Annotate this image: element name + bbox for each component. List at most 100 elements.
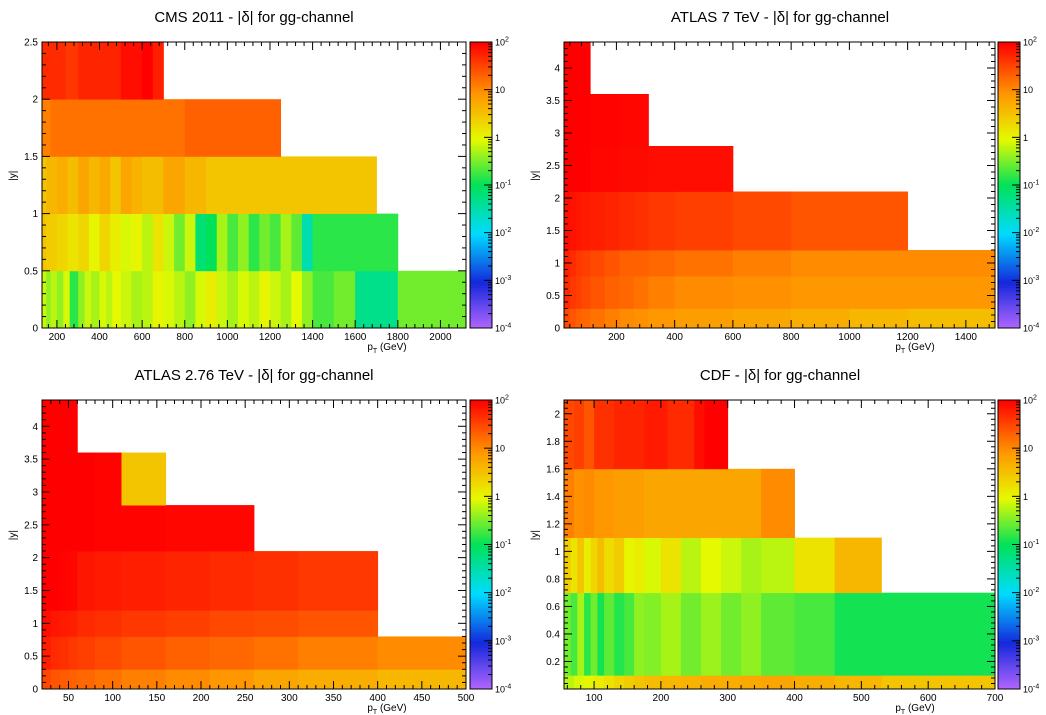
heatmap-cell xyxy=(597,537,605,594)
heatmap-cell xyxy=(564,468,575,539)
heatmap-cell xyxy=(291,213,303,272)
y-axis-label: |y| xyxy=(8,530,19,540)
heatmap-cell xyxy=(227,213,239,272)
y-tick-label: 2 xyxy=(32,553,38,564)
heatmap-cell xyxy=(120,42,143,100)
heatmap-cell xyxy=(50,636,61,670)
heatmap-cell xyxy=(163,156,186,214)
heatmap-cell xyxy=(259,270,271,329)
chart-title: ATLAS 2.76 TeV - |δ| for gg-channel xyxy=(134,367,373,384)
x-tick-label: 1400 xyxy=(955,332,978,343)
y-tick-label: 1.4 xyxy=(546,492,560,503)
heatmap-cell xyxy=(581,308,591,329)
heatmap-cell xyxy=(791,308,850,329)
heatmap-cell xyxy=(791,276,850,309)
heatmap-cell xyxy=(574,400,585,470)
y-tick-label: 2 xyxy=(554,194,560,205)
heatmap-cell xyxy=(680,675,702,690)
colorbar-tick-label: 1 xyxy=(495,492,500,502)
heatmap-cell xyxy=(312,270,335,329)
heatmap-cell xyxy=(575,250,582,277)
heatmap-cell xyxy=(298,636,379,670)
heatmap-cell xyxy=(761,468,795,539)
heatmap-cell xyxy=(397,270,467,329)
y-tick-label: 0.8 xyxy=(546,574,560,585)
heatmap-cell xyxy=(575,146,591,192)
x-tick-label: 400 xyxy=(666,332,683,343)
heatmap-cell xyxy=(575,191,582,251)
heatmap-cell xyxy=(648,308,676,329)
heatmap-cell xyxy=(121,551,167,611)
heatmap-cell xyxy=(142,156,164,214)
y-tick-label: 0 xyxy=(32,685,38,696)
heatmap-cell xyxy=(131,213,143,272)
heatmap-cell xyxy=(120,270,132,329)
colorbar-tick-label: 10 xyxy=(495,444,505,454)
heatmap-cell xyxy=(50,270,58,329)
panel-cms-2011: CMS 2011 - |δ| for gg-channel 200 400 600 80… xyxy=(8,9,511,355)
heatmap-cell xyxy=(834,537,882,594)
heatmap-cell xyxy=(280,270,292,329)
heatmap-cell xyxy=(59,636,69,670)
heatmap-cell xyxy=(184,270,196,329)
y-tick-label: 3.5 xyxy=(24,455,38,466)
x-tick-label: 1800 xyxy=(387,332,410,343)
heatmap-cell xyxy=(634,592,645,676)
heatmap-cell xyxy=(105,270,113,329)
heatmap-cell xyxy=(644,592,662,676)
y-tick-label: 0.2 xyxy=(546,657,560,668)
x-tick-label: 1000 xyxy=(216,332,239,343)
heatmap-cell xyxy=(184,213,196,272)
heatmap-cell xyxy=(95,610,122,637)
x-tick-label: 600 xyxy=(725,332,742,343)
heatmap-cell xyxy=(59,400,78,453)
y-tick-label: 1.8 xyxy=(546,437,560,448)
chart-title: ATLAS 7 TeV - |δ| for gg-channel xyxy=(671,9,889,26)
heatmap-cell xyxy=(174,213,186,272)
heatmap-cell xyxy=(590,250,606,277)
heatmap-cell xyxy=(68,551,78,611)
heatmap-cell xyxy=(680,537,702,594)
heatmap-cell xyxy=(590,276,606,309)
heatmap-cell xyxy=(68,669,78,690)
heatmap-cell xyxy=(301,270,313,329)
heatmap-cell xyxy=(68,610,78,637)
heatmap-cell xyxy=(575,276,582,309)
x-axis: 200 400 600 800 1000 1200 1400 xyxy=(569,42,990,343)
heatmap-cell xyxy=(206,270,218,329)
heatmap-cell xyxy=(590,191,606,251)
y-tick-label: 0 xyxy=(554,324,560,335)
heatmap-cell xyxy=(42,213,47,272)
heatmap-cell xyxy=(564,675,575,690)
heatmap-cell xyxy=(590,537,598,594)
heatmap-cell xyxy=(849,276,909,309)
heatmap-cell xyxy=(121,636,167,670)
x-tick-label: 700 xyxy=(987,693,1004,704)
heatmap-cell xyxy=(584,592,592,676)
heatmap-cell xyxy=(597,592,605,676)
heatmap-cell xyxy=(291,270,303,329)
heatmap-cell xyxy=(131,156,143,214)
heatmap-cell xyxy=(604,675,615,690)
heatmap-cell xyxy=(163,213,175,272)
heatmap-cell xyxy=(590,308,606,329)
colorbar-tick-label: 10 xyxy=(495,85,505,95)
heatmap-cell xyxy=(674,146,734,192)
heatmap-cell xyxy=(77,551,96,611)
heatmap-cell xyxy=(604,308,620,329)
heatmap-cell xyxy=(590,592,598,676)
heatmap-cell xyxy=(619,276,635,309)
heatmap-cell xyxy=(56,213,68,272)
colorbar-tick-label: 10 xyxy=(1023,85,1033,95)
heatmap-cells xyxy=(564,400,996,690)
heatmap-cell xyxy=(741,537,762,594)
heatmap-cell xyxy=(614,675,625,690)
heatmap-cell xyxy=(42,551,52,611)
heatmap-cell xyxy=(84,270,92,329)
heatmap-cell xyxy=(333,270,356,329)
heatmap-cell xyxy=(165,551,211,611)
heatmap-cell xyxy=(77,452,96,506)
heatmap-cell xyxy=(619,94,635,147)
colorbar-tick-label: 10-3 xyxy=(1023,635,1039,646)
heatmap-cell xyxy=(849,250,909,277)
